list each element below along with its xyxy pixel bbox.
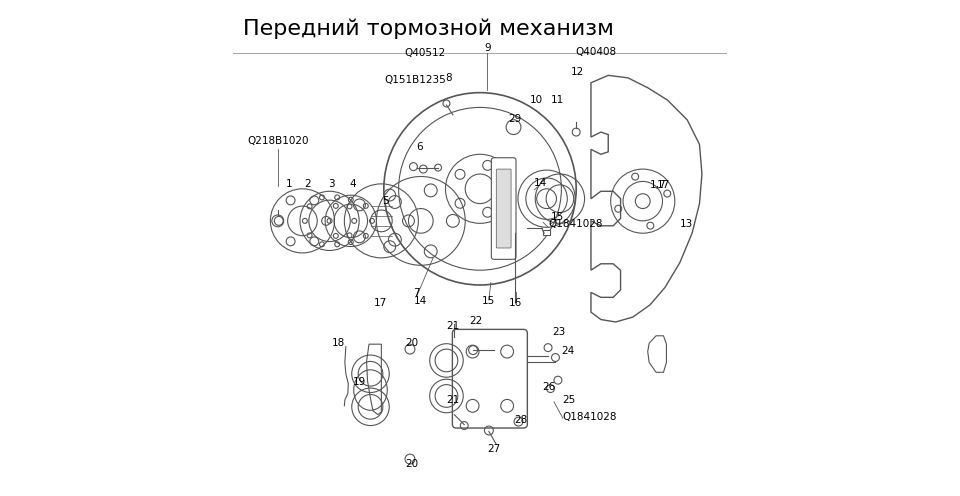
Text: Q40408: Q40408: [575, 47, 616, 57]
Text: 11: 11: [551, 95, 564, 105]
Text: 10: 10: [530, 95, 543, 105]
Text: 26: 26: [542, 382, 556, 392]
Text: 27: 27: [487, 444, 500, 454]
Text: 20: 20: [405, 338, 419, 348]
Text: 17: 17: [657, 180, 670, 190]
Text: 13: 13: [680, 219, 693, 229]
Text: 28: 28: [514, 415, 527, 425]
Text: 9: 9: [484, 43, 491, 53]
Text: 15: 15: [551, 212, 564, 222]
Text: 19: 19: [352, 377, 366, 387]
Text: 7: 7: [414, 288, 420, 299]
Text: 15: 15: [482, 296, 495, 306]
Text: 17: 17: [373, 298, 387, 308]
Text: 2: 2: [304, 179, 311, 189]
Text: 16: 16: [509, 298, 522, 308]
Text: 18: 18: [331, 338, 345, 348]
Text: 21: 21: [446, 321, 460, 331]
Text: 25: 25: [563, 395, 575, 405]
Text: 5: 5: [382, 196, 389, 206]
Text: 24: 24: [562, 346, 574, 356]
Text: 1: 1: [285, 179, 292, 189]
FancyBboxPatch shape: [452, 329, 527, 428]
Text: Q218B1020: Q218B1020: [247, 136, 308, 146]
Text: 12: 12: [571, 67, 585, 77]
Text: Q1841028: Q1841028: [548, 219, 603, 229]
Text: 4: 4: [349, 179, 356, 189]
Text: 3: 3: [327, 179, 334, 189]
FancyBboxPatch shape: [496, 169, 511, 248]
Text: Q151B1235: Q151B1235: [384, 75, 445, 85]
Text: Передний тормозной механизм: Передний тормозной механизм: [243, 19, 614, 39]
Text: Q40512: Q40512: [404, 48, 445, 58]
Text: 6: 6: [417, 142, 423, 152]
Text: 14: 14: [414, 296, 427, 306]
FancyBboxPatch shape: [492, 158, 516, 259]
Bar: [542, 230, 550, 235]
Text: 23: 23: [552, 327, 565, 337]
Text: 20: 20: [405, 459, 419, 469]
Text: Q1841028: Q1841028: [563, 412, 617, 422]
Text: 22: 22: [469, 316, 483, 326]
Text: 8: 8: [445, 73, 452, 83]
Text: 1,7: 1,7: [650, 180, 667, 190]
Text: 14: 14: [534, 178, 547, 188]
Text: 29: 29: [508, 114, 521, 124]
Text: 21: 21: [446, 395, 460, 405]
